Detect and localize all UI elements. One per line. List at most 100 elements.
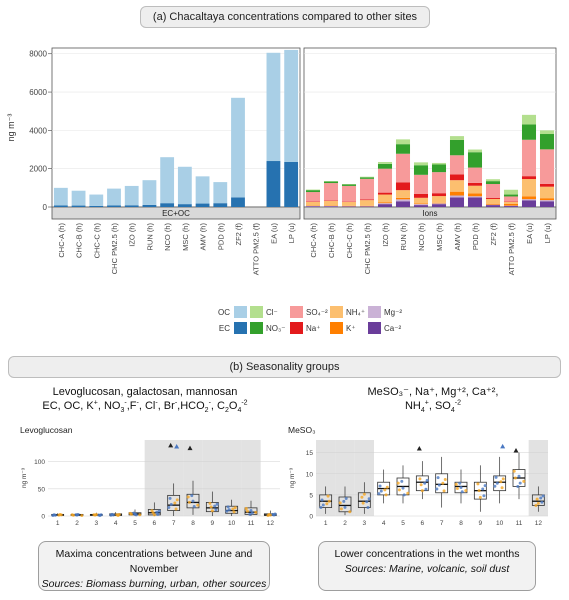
legend-label-ec: EC [219, 324, 230, 333]
bar-ions-so-8 [449, 155, 465, 175]
jitter-point-1-5 [59, 513, 63, 517]
shade-month-3 [354, 440, 374, 516]
y-tick-label-0: 0 [43, 203, 48, 212]
jitter-point-12-2 [540, 500, 544, 504]
bar-ions-cl-7 [431, 162, 447, 165]
bar-ions-so-10 [485, 184, 501, 198]
x-tick-label-ions-6: NCO (h) [417, 223, 426, 251]
jitter-point-5-5 [129, 512, 133, 516]
bar-ecoc-ec-9 [213, 203, 228, 207]
box-y-tick-100: 100 [34, 459, 45, 466]
jitter-point-8-3 [454, 482, 458, 486]
jitter-point-5-4 [402, 493, 406, 497]
bar-ions-ca-10 [485, 205, 501, 207]
bar-ions-so-11 [503, 196, 519, 202]
shade-month-11 [241, 440, 261, 516]
jitter-point-3-4 [99, 513, 103, 517]
bar-ecoc-oc-4 [124, 185, 139, 206]
month-tick-7: 7 [440, 520, 444, 527]
outlier-2 [187, 445, 193, 451]
x-tick-label-ecoc-2: CHC-C (h) [92, 223, 101, 259]
bar-ions-na-8 [449, 174, 465, 181]
legend-swatch-ec [234, 322, 247, 334]
y-axis-label: ng m⁻³ [6, 114, 16, 142]
jitter-point-1-4 [53, 513, 57, 517]
month-tick-12: 12 [535, 520, 543, 527]
month-tick-10: 10 [496, 520, 504, 527]
bar-ions-cl-8 [449, 136, 465, 140]
bar-ions-ca-7 [431, 204, 447, 207]
bar-ions-cl-10 [485, 179, 501, 182]
jitter-point-1-0 [319, 506, 323, 510]
x-tick-label-ecoc-8: AMV (h) [199, 223, 208, 251]
jitter-point-8-4 [192, 505, 196, 508]
bar-ions-nh-7 [431, 196, 447, 203]
bar-ions-so-6 [413, 174, 429, 194]
jitter-point-7-1 [441, 481, 445, 485]
outlier-0 [416, 445, 422, 451]
legend-label-ca: Ca⁻² [384, 324, 401, 333]
bar-ions-nh-10 [485, 198, 501, 204]
bar-ions-k-7 [431, 202, 447, 204]
summary-1-main: Maxima concentrations between June and N… [55, 548, 253, 575]
jitter-point-10-1 [231, 507, 235, 511]
bar-ecoc-oc-9 [213, 182, 228, 204]
bar-ions-k-4 [377, 202, 393, 204]
bar-ecoc-oc-12 [266, 52, 281, 162]
shade-month-8 [183, 440, 203, 516]
month-tick-2: 2 [75, 520, 79, 527]
legend-swatch-k [330, 322, 343, 334]
bar-ions-so-13 [539, 149, 555, 184]
legend-label-oc: OC [218, 308, 230, 317]
bar-ions-nh-4 [377, 194, 393, 203]
bar-ions-no-13 [539, 134, 555, 150]
jitter-point-12-1 [534, 503, 538, 507]
jitter-point-9-2 [214, 508, 218, 512]
summary-box-1: Maxima concentrations between June and N… [38, 541, 270, 591]
jitter-point-7-1 [173, 501, 177, 505]
bar-ions-nh-8 [449, 180, 465, 192]
bar-ions-k-10 [485, 203, 501, 205]
box-y-tick-5: 5 [309, 492, 313, 499]
jitter-point-9-1 [476, 482, 480, 486]
bar-ions-ca-13 [539, 201, 555, 207]
bar-ions-ca-3 [359, 206, 375, 207]
x-tick-label-ions-10: ZF2 (f) [489, 223, 498, 246]
jitter-point-6-1 [418, 477, 422, 481]
bar-ions-nh-2 [341, 202, 357, 206]
month-tick-5: 5 [133, 520, 137, 527]
bar-ions-ca-8 [449, 197, 465, 207]
x-tick-label-ions-3: CHC PM2.5 (h) [363, 223, 372, 275]
bar-ions-so-5 [395, 153, 411, 183]
bar-ions-so-12 [521, 139, 537, 177]
month-tick-9: 9 [479, 520, 483, 527]
jitter-point-11-0 [516, 484, 520, 488]
panel-ions-strip [303, 206, 557, 220]
jitter-point-7-5 [443, 477, 447, 481]
jitter-point-7-4 [169, 502, 173, 506]
x-tick-label-ecoc-12: EA (u) [269, 223, 278, 244]
bar-ions-k-6 [413, 203, 429, 205]
x-tick-label-ecoc-11: ATTO PM2.5 (f) [252, 223, 261, 276]
group-1-line2: EC, OC, K+, NO3-,F-, Cl-, Br-,HCO2-, C2O… [42, 399, 248, 415]
jitter-point-3-3 [361, 501, 365, 505]
jitter-point-8-1 [464, 489, 468, 493]
bar-ecoc-oc-1 [71, 190, 86, 206]
jitter-point-2-5 [71, 513, 75, 517]
month-tick-11: 11 [516, 520, 523, 527]
bar-ions-k-5 [395, 197, 411, 200]
bar-ecoc-oc-6 [160, 157, 175, 204]
bar-ions-nh-5 [395, 190, 411, 198]
bar-ions-cl-12 [521, 114, 537, 125]
jitter-point-5-1 [138, 513, 142, 517]
legend-label-so4: SO₄⁻² [306, 308, 328, 317]
jitter-point-2-5 [339, 507, 343, 511]
panel-ions-frame [303, 47, 557, 208]
bar-ions-na-12 [521, 176, 537, 180]
jitter-point-10-4 [227, 508, 231, 512]
bar-ions-mg-5 [395, 199, 411, 202]
bar-ions-mg-12 [521, 199, 537, 201]
legend-swatch-na [290, 322, 303, 334]
month-tick-8: 8 [459, 520, 463, 527]
